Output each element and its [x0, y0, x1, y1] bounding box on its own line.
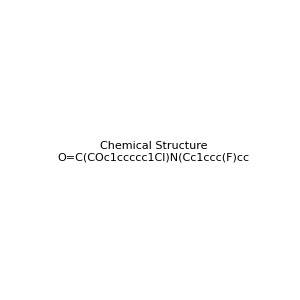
Text: Chemical Structure
O=C(COc1ccccc1Cl)N(Cc1ccc(F)cc: Chemical Structure O=C(COc1ccccc1Cl)N(Cc… — [58, 141, 250, 162]
